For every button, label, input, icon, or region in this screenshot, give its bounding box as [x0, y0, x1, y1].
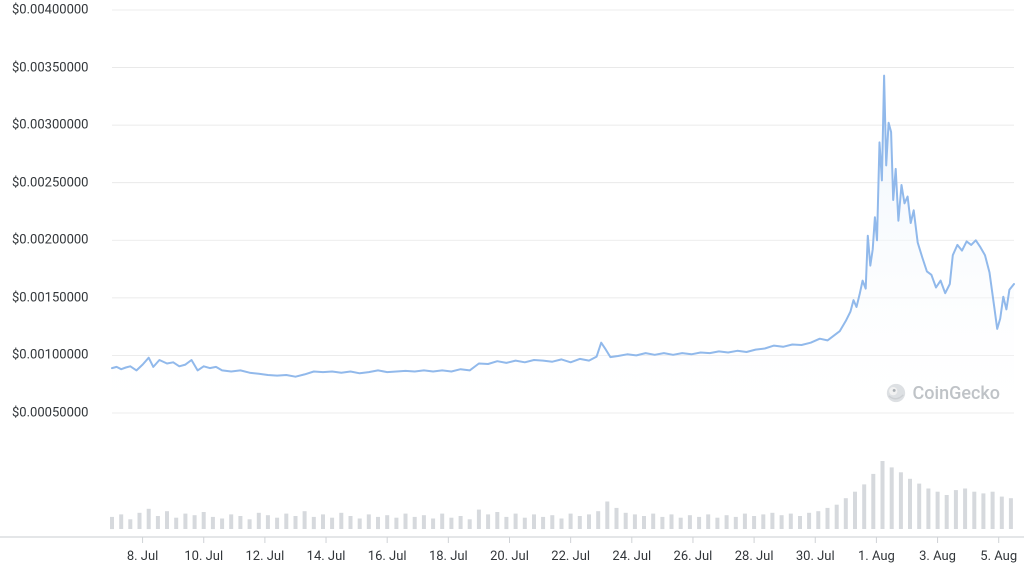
x-axis-label: 16. Jul — [368, 549, 407, 564]
x-axis-label: 26. Jul — [674, 549, 713, 564]
x-axis-label: 18. Jul — [429, 549, 468, 564]
y-axis-label: $0.00250000 — [12, 175, 89, 190]
y-axis-label: $0.00150000 — [12, 290, 89, 305]
x-axis-label: 5. Aug — [980, 549, 1017, 564]
x-axis-label: 1. Aug — [858, 549, 895, 564]
y-axis-label: $0.00300000 — [12, 118, 89, 133]
price-chart: $0.00400000 $0.00350000 $0.00300000 $0.0025… — [0, 0, 1024, 572]
y-axis-label: $0.00350000 — [12, 60, 89, 75]
y-axis-label: $0.00100000 — [12, 348, 89, 363]
watermark: CoinGecko — [885, 382, 1000, 404]
y-axis-label: $0.00400000 — [12, 3, 89, 18]
x-axis-label: 12. Jul — [245, 549, 284, 564]
x-axis-label: 8. Jul — [127, 549, 158, 564]
x-axis-label: 24. Jul — [612, 549, 651, 564]
x-axis-label: 20. Jul — [490, 549, 529, 564]
y-axis-label: $0.00050000 — [12, 405, 89, 420]
x-axis-label: 30. Jul — [796, 549, 835, 564]
chart-svg — [0, 0, 1024, 572]
x-axis-label: 14. Jul — [307, 549, 346, 564]
watermark-text: CoinGecko — [913, 383, 1000, 404]
x-axis-label: 28. Jul — [735, 549, 774, 564]
y-axis-label: $0.00200000 — [12, 233, 89, 248]
x-axis-label: 22. Jul — [551, 549, 590, 564]
x-axis-label: 3. Aug — [919, 549, 956, 564]
x-axis-label: 10. Jul — [184, 549, 223, 564]
coingecko-icon — [885, 382, 907, 404]
